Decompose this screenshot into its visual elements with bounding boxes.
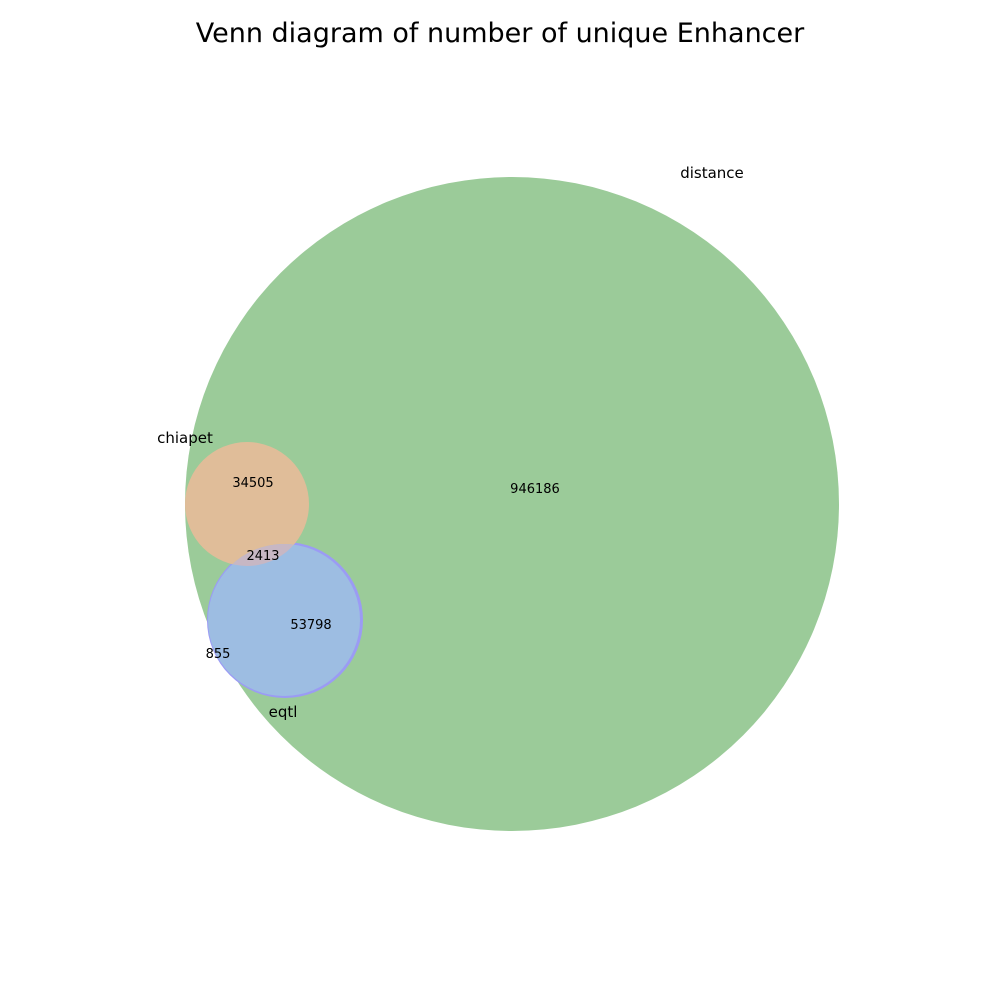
- eqtl-circle: [208, 544, 360, 696]
- chiapet-distance-count: 34505: [232, 476, 273, 491]
- distance-set-label: distance: [680, 164, 744, 182]
- diagram-title: Venn diagram of number of unique Enhance…: [196, 18, 805, 49]
- eqtl-only-count: 855: [206, 647, 231, 662]
- chiapet-circle: [185, 442, 309, 566]
- chiapet-set-label: chiapet: [157, 429, 213, 447]
- eqtl-distance-count: 53798: [290, 618, 331, 633]
- distance-only-count: 946186: [510, 482, 560, 497]
- eqtl-set-label: eqtl: [269, 703, 298, 721]
- chiapet-eqtl-distance-count: 2413: [246, 549, 279, 564]
- distance-circle: [185, 177, 839, 831]
